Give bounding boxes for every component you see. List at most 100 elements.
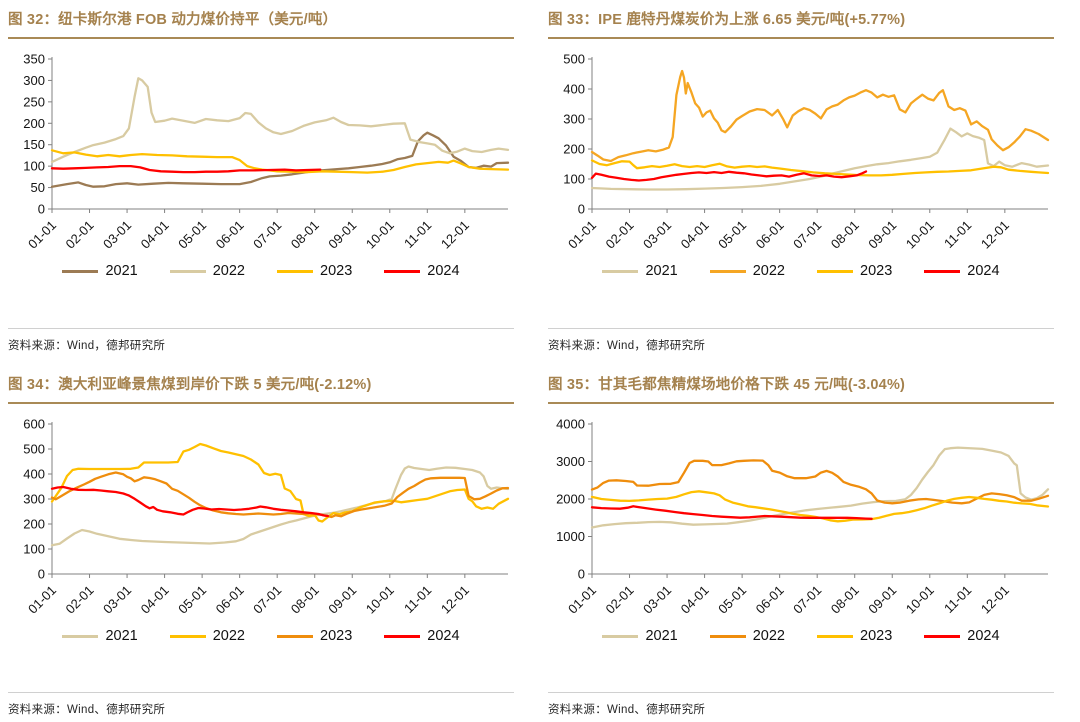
svg-text:03-01: 03-01 — [100, 583, 134, 617]
svg-text:03-01: 03-01 — [640, 218, 674, 252]
line-chart-svg: 0 50 100 150 200 250 300 350 01-01 02-01 03-01 04-0… — [23, 52, 510, 252]
legend-item-2023: 2023 — [817, 628, 892, 644]
legend-label: 2023 — [320, 628, 353, 645]
svg-text:0: 0 — [578, 202, 585, 217]
svg-text:350: 350 — [23, 52, 45, 67]
legend-swatch — [384, 269, 421, 273]
line-chart-33: 0 100 200 300 400 500 01-01 02-01 03-01 04-01 05-0… — [548, 51, 1054, 263]
legend-label: 2022 — [212, 628, 245, 645]
legend-label: 2022 — [212, 263, 245, 280]
svg-text:0: 0 — [578, 567, 585, 582]
svg-text:12-01: 12-01 — [978, 218, 1012, 252]
legend-item-2023: 2023 — [277, 628, 352, 644]
svg-text:02-01: 02-01 — [63, 583, 97, 617]
svg-text:10-01: 10-01 — [903, 583, 937, 617]
legend-item-2023: 2023 — [277, 263, 352, 279]
legend-label: 2021 — [105, 263, 138, 280]
legend-item-2022: 2022 — [169, 628, 245, 645]
svg-text:400: 400 — [563, 82, 585, 97]
figure-panel-35: 图 35：甘其毛都焦精煤场地价格下跌 45 元/吨(-3.04%) 0 1000 2… — [540, 365, 1080, 722]
svg-text:01-01: 01-01 — [565, 583, 599, 617]
svg-text:09-01: 09-01 — [325, 218, 359, 252]
svg-text:04-01: 04-01 — [138, 218, 172, 252]
legend-swatch — [384, 634, 421, 638]
figure-panel-33: 图 33：IPE 鹿特丹煤炭价为上涨 6.65 美元/吨(+5.77%) 0 10… — [540, 0, 1080, 365]
chart-legend-35: 2021 2022 2023 2024 — [548, 628, 1054, 644]
source-note-34: 资料来源：Wind、德邦研究所 — [8, 692, 514, 717]
svg-text:600: 600 — [23, 417, 45, 432]
svg-text:500: 500 — [563, 52, 585, 67]
source-note-35: 资料来源：Wind、德邦研究所 — [548, 692, 1054, 717]
svg-text:0: 0 — [38, 202, 45, 217]
svg-text:08-01: 08-01 — [288, 583, 322, 617]
legend-label: 2023 — [320, 263, 353, 280]
svg-text:05-01: 05-01 — [175, 218, 209, 252]
legend-item-2024: 2024 — [384, 628, 460, 644]
svg-text:0: 0 — [38, 567, 45, 582]
figure-panel-34: 图 34：澳大利亚峰景焦煤到岸价下跌 5 美元/吨(-2.12%) 0 100 20… — [0, 365, 540, 722]
svg-text:300: 300 — [23, 492, 45, 507]
svg-text:04-01: 04-01 — [678, 218, 712, 252]
svg-text:06-01: 06-01 — [753, 218, 787, 252]
svg-text:150: 150 — [23, 138, 45, 153]
legend-label: 2021 — [645, 263, 678, 280]
svg-text:400: 400 — [23, 467, 45, 482]
svg-text:01-01: 01-01 — [25, 583, 59, 617]
svg-text:07-01: 07-01 — [790, 583, 824, 617]
svg-text:12-01: 12-01 — [438, 218, 472, 252]
svg-text:01-01: 01-01 — [565, 218, 599, 252]
svg-text:09-01: 09-01 — [865, 583, 899, 617]
legend-swatch — [709, 634, 746, 638]
svg-text:200: 200 — [23, 116, 45, 131]
legend-item-2024: 2024 — [924, 263, 1000, 279]
svg-text:01-01: 01-01 — [25, 218, 59, 252]
legend-label: 2022 — [752, 628, 785, 645]
figure-panel-32: 图 32：纽卡斯尔港 FOB 动力煤价持平（美元/吨） 0 50 100 150 200… — [0, 0, 540, 365]
svg-text:50: 50 — [31, 180, 45, 195]
svg-text:07-01: 07-01 — [790, 218, 824, 252]
legend-item-2022: 2022 — [169, 263, 245, 280]
svg-text:10-01: 10-01 — [363, 218, 397, 252]
svg-text:06-01: 06-01 — [213, 583, 247, 617]
svg-text:100: 100 — [563, 172, 585, 187]
svg-text:250: 250 — [23, 95, 45, 110]
legend-label: 2023 — [860, 628, 893, 645]
legend-item-2022: 2022 — [709, 263, 785, 279]
source-note-33: 资料来源：Wind，德邦研究所 — [548, 328, 1054, 353]
svg-text:08-01: 08-01 — [828, 583, 862, 617]
legend-swatch — [817, 634, 853, 638]
legend-item-2021: 2021 — [62, 628, 138, 645]
svg-text:02-01: 02-01 — [603, 583, 637, 617]
legend-swatch — [169, 269, 206, 273]
svg-text:2000: 2000 — [556, 492, 585, 507]
svg-text:05-01: 05-01 — [175, 583, 209, 617]
figure-title-33: 图 33：IPE 鹿特丹煤炭价为上涨 6.65 美元/吨(+5.77%) — [548, 6, 1054, 40]
legend-swatch — [924, 269, 961, 273]
legend-swatch — [924, 634, 961, 638]
legend-label: 2021 — [105, 628, 138, 645]
legend-swatch — [277, 634, 313, 638]
legend-item-2023: 2023 — [817, 263, 892, 279]
legend-swatch — [62, 269, 99, 273]
svg-text:10-01: 10-01 — [903, 218, 937, 252]
svg-text:06-01: 06-01 — [753, 583, 787, 617]
legend-swatch — [602, 634, 639, 638]
svg-text:3000: 3000 — [556, 454, 585, 469]
svg-text:04-01: 04-01 — [138, 583, 172, 617]
svg-text:10-01: 10-01 — [363, 583, 397, 617]
legend-label: 2023 — [860, 263, 893, 280]
legend-swatch — [817, 269, 853, 273]
svg-text:04-01: 04-01 — [678, 583, 712, 617]
chart-legend-33: 2021 2022 2023 2024 — [548, 263, 1054, 279]
svg-text:05-01: 05-01 — [715, 218, 749, 252]
svg-text:11-01: 11-01 — [941, 583, 974, 616]
legend-item-2021: 2021 — [602, 263, 678, 280]
legend-swatch — [277, 269, 313, 273]
svg-text:200: 200 — [563, 142, 585, 157]
legend-label: 2024 — [427, 263, 460, 280]
line-chart-34: 0 100 200 300 400 500 600 01-01 02-01 03-01 04-01 0… — [8, 416, 514, 628]
svg-text:11-01: 11-01 — [941, 218, 974, 251]
figure-title-32: 图 32：纽卡斯尔港 FOB 动力煤价持平（美元/吨） — [8, 6, 514, 40]
svg-text:03-01: 03-01 — [640, 583, 674, 617]
